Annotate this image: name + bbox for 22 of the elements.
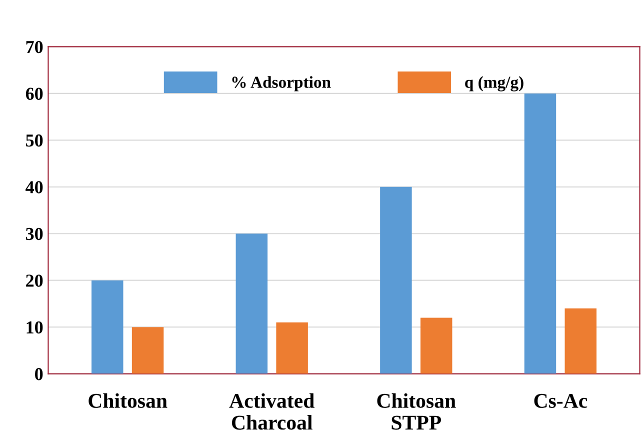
bar: [524, 93, 556, 374]
y-tick-label: 30: [26, 228, 43, 240]
y-tick-label: 40: [26, 181, 43, 194]
y-tick-label: 0: [35, 368, 43, 380]
legend-label: % Adsorption: [232, 76, 331, 92]
y-tick-label: 70: [26, 40, 43, 54]
x-tick-label: Chitosan STPP: [377, 393, 456, 430]
bar: [380, 186, 412, 374]
bar: [276, 322, 308, 374]
y-tick-label: 60: [26, 88, 43, 100]
legend-label: q (mg/g): [465, 76, 524, 92]
y-tick-label: 50: [26, 134, 43, 147]
bar: [236, 234, 268, 374]
bar: [92, 280, 124, 374]
y-tick-label: 20: [26, 274, 43, 287]
bar: [132, 327, 164, 374]
x-tick-label: Activated Charcoal: [229, 393, 314, 430]
x-tick-label: Chitosan: [88, 393, 168, 408]
bar: [420, 318, 452, 374]
y-tick-label: 10: [26, 321, 43, 334]
bar: [564, 308, 596, 374]
x-tick-label: Cs-Ac: [534, 394, 588, 408]
